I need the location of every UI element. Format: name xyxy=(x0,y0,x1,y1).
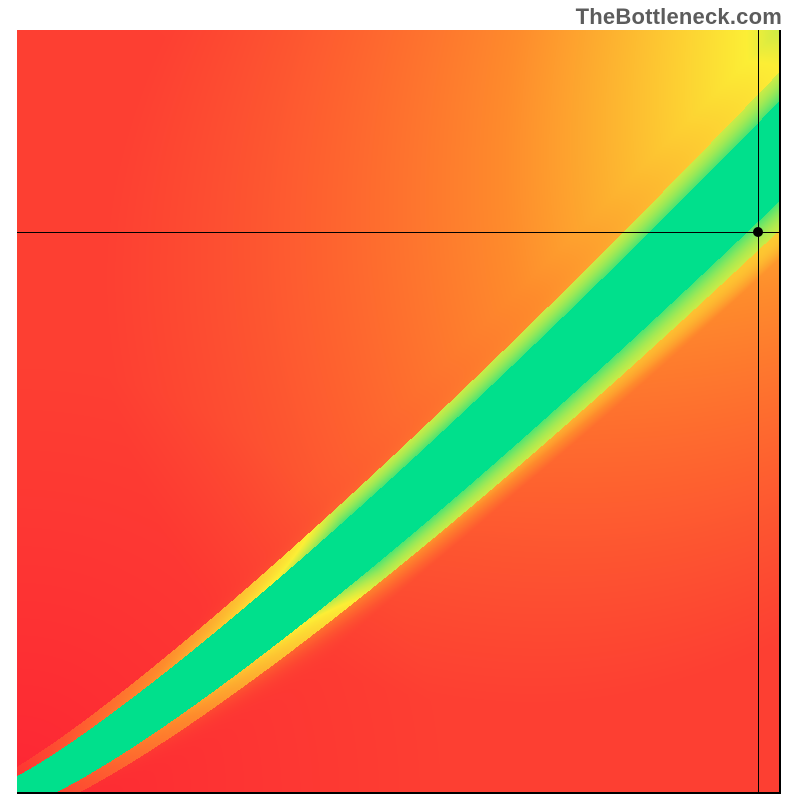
watermark-text: TheBottleneck.com xyxy=(576,4,782,30)
heatmap-plot xyxy=(17,30,781,794)
chart-container: TheBottleneck.com xyxy=(0,0,800,800)
crosshair-vertical xyxy=(758,30,759,792)
heatmap-canvas xyxy=(17,30,779,792)
crosshair-horizontal xyxy=(17,232,779,233)
selected-point-marker xyxy=(753,227,763,237)
